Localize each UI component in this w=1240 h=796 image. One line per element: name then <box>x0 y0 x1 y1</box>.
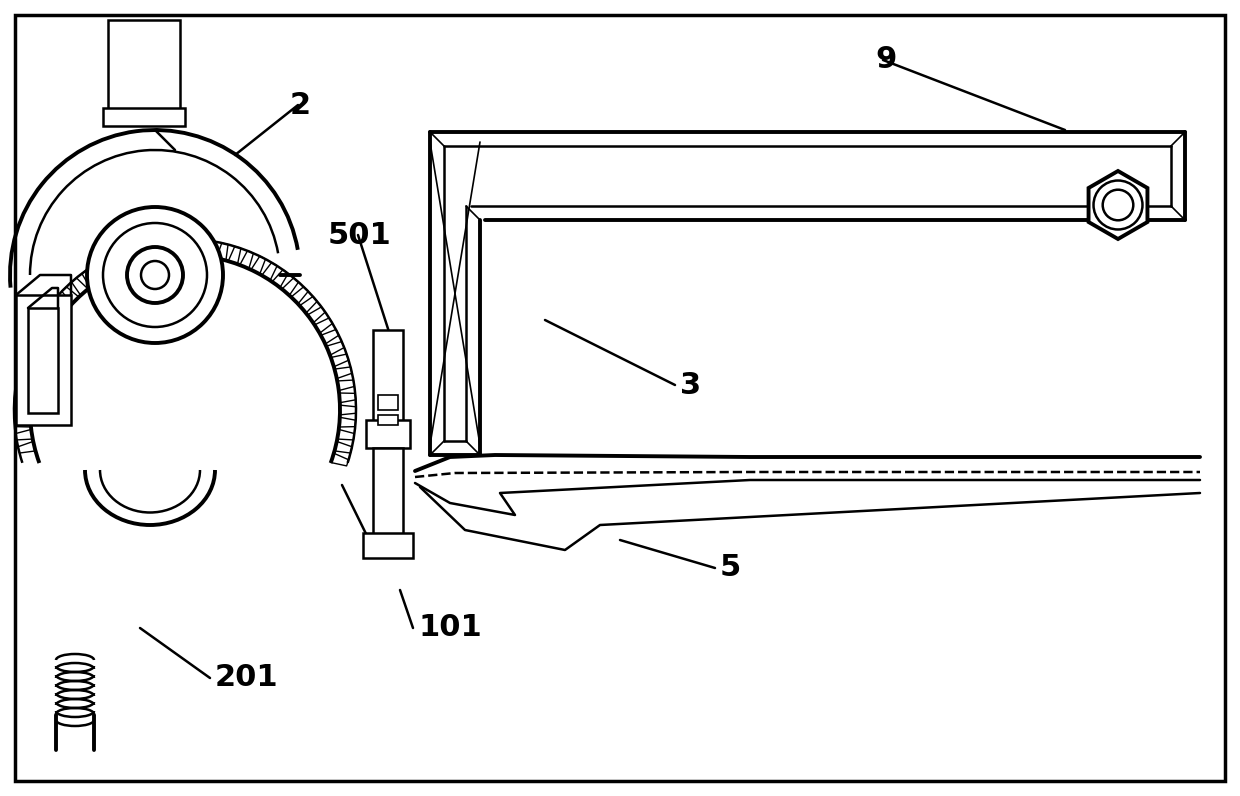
Circle shape <box>87 207 223 343</box>
Circle shape <box>1094 181 1142 229</box>
Bar <box>29 308 58 413</box>
Bar <box>378 395 398 410</box>
Bar <box>108 20 180 110</box>
Bar <box>103 108 185 126</box>
Text: 2: 2 <box>290 91 311 119</box>
Bar <box>366 420 410 448</box>
Circle shape <box>141 261 169 289</box>
Text: 3: 3 <box>680 370 701 400</box>
Text: 201: 201 <box>215 664 279 693</box>
Circle shape <box>103 223 207 327</box>
Circle shape <box>126 247 184 303</box>
Text: 101: 101 <box>418 614 482 642</box>
Text: 5: 5 <box>720 553 742 583</box>
Text: 9: 9 <box>875 45 897 75</box>
Text: 1: 1 <box>378 533 399 563</box>
Bar <box>378 415 398 425</box>
Circle shape <box>1102 189 1133 220</box>
Bar <box>363 533 413 558</box>
Bar <box>373 330 403 430</box>
Bar <box>16 295 71 425</box>
Bar <box>373 448 403 538</box>
Polygon shape <box>1089 171 1147 239</box>
Text: 501: 501 <box>329 220 392 249</box>
